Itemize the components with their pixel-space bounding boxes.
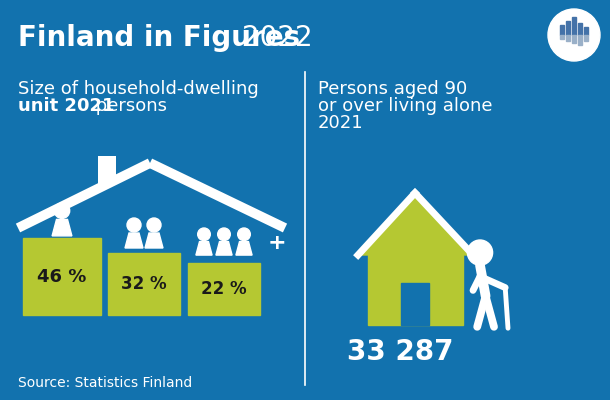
Circle shape xyxy=(147,218,161,232)
Circle shape xyxy=(198,228,210,241)
Polygon shape xyxy=(236,242,252,255)
Circle shape xyxy=(238,228,250,241)
Text: unit 2021: unit 2021 xyxy=(18,97,115,115)
Circle shape xyxy=(467,240,493,265)
Text: 46 %: 46 % xyxy=(37,268,87,286)
FancyBboxPatch shape xyxy=(98,156,116,184)
Text: or over living alone: or over living alone xyxy=(318,97,492,115)
Text: +: + xyxy=(268,233,287,253)
Text: 2021: 2021 xyxy=(318,114,364,132)
Polygon shape xyxy=(196,242,212,255)
Polygon shape xyxy=(145,233,163,248)
FancyBboxPatch shape xyxy=(560,25,564,35)
Circle shape xyxy=(548,9,600,61)
Circle shape xyxy=(127,218,141,232)
FancyBboxPatch shape xyxy=(368,255,463,325)
FancyBboxPatch shape xyxy=(566,35,570,41)
Text: persons: persons xyxy=(90,97,167,115)
Polygon shape xyxy=(125,233,143,248)
FancyBboxPatch shape xyxy=(584,35,588,41)
Polygon shape xyxy=(216,242,232,255)
FancyBboxPatch shape xyxy=(23,238,101,315)
FancyBboxPatch shape xyxy=(578,23,582,35)
Circle shape xyxy=(218,228,231,241)
Polygon shape xyxy=(52,219,72,236)
Text: Finland in Figures: Finland in Figures xyxy=(18,24,300,52)
FancyBboxPatch shape xyxy=(401,283,429,325)
FancyBboxPatch shape xyxy=(566,21,570,35)
Text: Source: Statistics Finland: Source: Statistics Finland xyxy=(18,376,192,390)
Text: 32 %: 32 % xyxy=(121,275,167,293)
Text: 22 %: 22 % xyxy=(201,280,247,298)
FancyBboxPatch shape xyxy=(584,27,588,35)
Text: 2022: 2022 xyxy=(242,24,312,52)
Text: Persons aged 90: Persons aged 90 xyxy=(318,80,467,98)
FancyBboxPatch shape xyxy=(572,35,576,43)
Text: Size of household-dwelling: Size of household-dwelling xyxy=(18,80,259,98)
Circle shape xyxy=(54,203,70,218)
FancyBboxPatch shape xyxy=(578,35,582,45)
FancyBboxPatch shape xyxy=(108,253,180,315)
FancyBboxPatch shape xyxy=(188,263,260,315)
FancyBboxPatch shape xyxy=(560,35,564,39)
Text: 33 287: 33 287 xyxy=(346,338,453,366)
Polygon shape xyxy=(358,193,473,255)
FancyBboxPatch shape xyxy=(572,17,576,35)
FancyBboxPatch shape xyxy=(98,156,116,184)
